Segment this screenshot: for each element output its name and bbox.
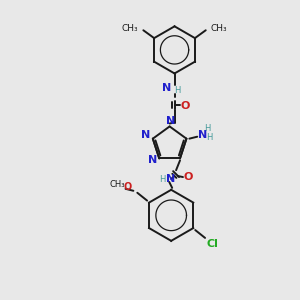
Text: N: N [162, 83, 171, 93]
Text: O: O [181, 101, 190, 111]
Text: CH₃: CH₃ [122, 24, 138, 33]
Text: N: N [166, 116, 175, 126]
Text: N: N [199, 130, 208, 140]
Text: CH₃: CH₃ [110, 180, 125, 189]
Text: H: H [174, 85, 181, 94]
Text: H: H [204, 124, 210, 133]
Text: N: N [166, 174, 175, 184]
Text: H: H [159, 175, 166, 184]
Text: H: H [206, 133, 212, 142]
Text: CH₃: CH₃ [211, 24, 227, 33]
Text: N: N [141, 130, 151, 140]
Text: O: O [123, 182, 132, 192]
Text: Cl: Cl [207, 239, 219, 249]
Text: N: N [148, 155, 157, 165]
Text: O: O [183, 172, 193, 182]
